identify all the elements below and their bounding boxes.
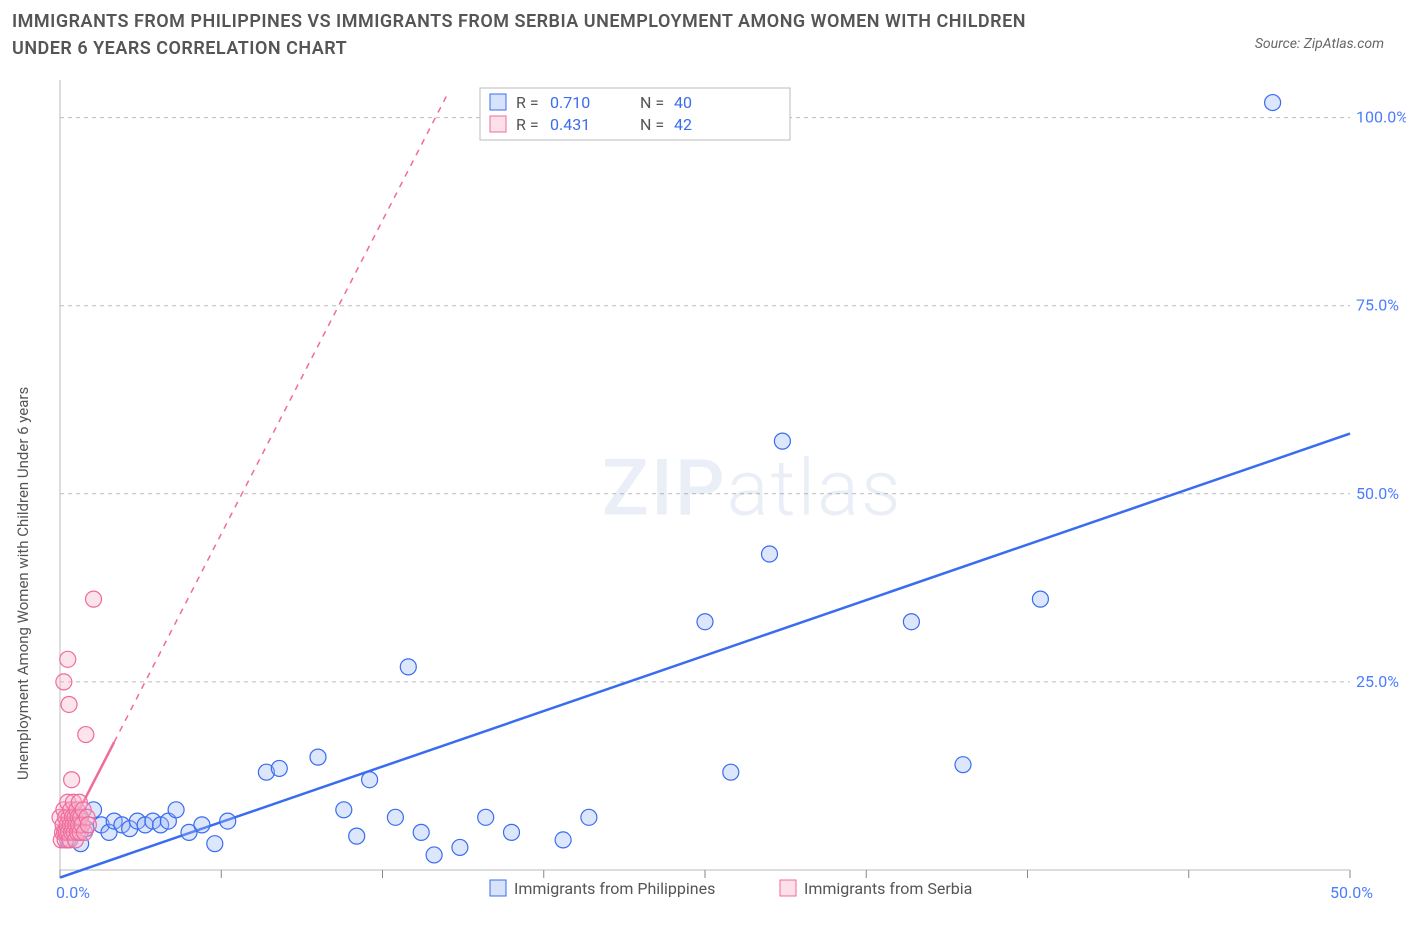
data-point	[504, 824, 520, 840]
x-tick-label: 0.0%	[56, 883, 90, 902]
legend-n-label: N =	[640, 115, 664, 134]
source-prefix: Source:	[1255, 36, 1304, 52]
data-point	[413, 824, 429, 840]
data-point	[220, 813, 236, 829]
legend-swatch	[490, 94, 506, 110]
data-point	[426, 847, 442, 863]
chart-container: 25.0% 50.0% 75.0% 100.0% 0.0% 50.0% Unemployme…	[0, 70, 1406, 930]
data-point	[478, 809, 494, 825]
data-point	[78, 727, 94, 743]
y-tick-label: 100.0%	[1356, 108, 1406, 127]
data-point	[1265, 95, 1281, 111]
data-point	[697, 614, 713, 630]
legend-swatch	[490, 116, 506, 132]
data-point	[452, 839, 468, 855]
data-point	[1032, 591, 1048, 607]
y-tick-label: 25.0%	[1356, 672, 1399, 691]
data-point	[310, 749, 326, 765]
data-point	[207, 836, 223, 852]
data-point	[903, 614, 919, 630]
data-point	[400, 659, 416, 675]
y-axis-title: Unemployment Among Women with Children U…	[14, 387, 32, 780]
watermark: ZIPatlas	[602, 444, 903, 535]
source-credit: Source: ZipAtlas.com	[1255, 36, 1384, 52]
legend-n-label: N =	[640, 93, 664, 112]
data-point	[61, 696, 77, 712]
legend-r-label: R =	[516, 93, 539, 112]
data-point	[56, 674, 72, 690]
data-point	[271, 760, 287, 776]
source-name: ZipAtlas.com	[1304, 36, 1384, 52]
legend-series-label: Immigrants from Philippines	[514, 879, 715, 898]
x-tick-label: 50.0%	[1330, 883, 1373, 902]
y-tick-label: 75.0%	[1356, 296, 1399, 315]
trend-line-extrapolated	[114, 95, 447, 742]
legend-swatch	[490, 880, 506, 896]
legend-series-label: Immigrants from Serbia	[804, 879, 972, 898]
legend-r-value: 0.431	[550, 115, 590, 134]
data-point	[955, 757, 971, 773]
legend-swatch	[780, 880, 796, 896]
data-point	[336, 802, 352, 818]
data-point	[774, 433, 790, 449]
data-point	[168, 802, 184, 818]
legend-r-label: R =	[516, 115, 539, 134]
correlation-scatter-chart: 25.0% 50.0% 75.0% 100.0% 0.0% 50.0% Unemployme…	[0, 70, 1406, 930]
legend-n-value: 42	[674, 115, 692, 134]
chart-header: IMMIGRANTS FROM PHILIPPINES VS IMMIGRANT…	[12, 8, 1394, 62]
data-point	[555, 832, 571, 848]
data-point	[349, 828, 365, 844]
data-point	[60, 651, 76, 667]
legend-r-value: 0.710	[550, 93, 590, 112]
data-point	[581, 809, 597, 825]
legend-n-value: 40	[674, 93, 692, 112]
data-point	[64, 772, 80, 788]
y-tick-label: 50.0%	[1356, 484, 1399, 503]
data-point	[362, 772, 378, 788]
data-point	[194, 817, 210, 833]
data-point	[762, 546, 778, 562]
data-point	[723, 764, 739, 780]
data-point	[86, 591, 102, 607]
data-point	[80, 817, 96, 833]
data-point	[387, 809, 403, 825]
chart-title: IMMIGRANTS FROM PHILIPPINES VS IMMIGRANT…	[12, 8, 1062, 62]
